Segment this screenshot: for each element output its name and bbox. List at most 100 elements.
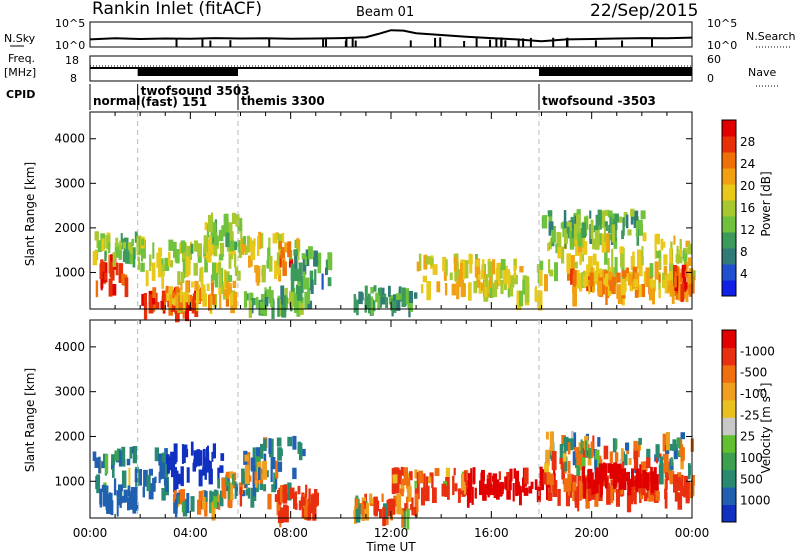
power-cell (370, 287, 375, 294)
velocity-cell (400, 478, 404, 486)
velocity-cell (397, 507, 403, 515)
power-cell (264, 297, 269, 306)
power-cell (237, 240, 241, 253)
power-cell (522, 279, 527, 295)
power-cell (548, 221, 554, 230)
velocity-cell (613, 469, 617, 489)
velocity-cell (623, 477, 625, 490)
velocity-cell (114, 450, 119, 461)
power-cell (294, 249, 297, 270)
velocity-cell (182, 498, 188, 517)
power-cell (200, 266, 204, 286)
velocity-cell (228, 471, 234, 479)
power-cell (228, 275, 233, 282)
power-cell (574, 261, 578, 269)
power-cell (365, 295, 369, 310)
power-cell (271, 300, 275, 319)
velocity-cell (633, 440, 638, 455)
velocity-cell (551, 451, 557, 471)
power-cell (173, 241, 177, 258)
velocity-cell (177, 495, 180, 504)
nsky-label: N.Sky (4, 32, 36, 45)
velocity-cell (585, 444, 590, 458)
power-cell (253, 238, 256, 247)
power-cell (507, 282, 510, 298)
power-cell (685, 261, 689, 270)
velocity-cell (212, 443, 216, 459)
velocity-cell (197, 499, 202, 515)
velocity-cell (568, 438, 574, 451)
velocity-cell (595, 467, 600, 480)
velocity-cell (557, 489, 561, 506)
power-cell (566, 226, 570, 234)
power-cell (663, 254, 668, 265)
power-cell (232, 241, 237, 250)
velocity-cell (580, 439, 583, 455)
power-colorbar-tick-label: 12 (740, 223, 755, 237)
power-cell (481, 268, 484, 280)
power-cell (185, 284, 190, 303)
power-cell (667, 275, 670, 293)
power-cell (380, 287, 385, 295)
velocity-cell (576, 459, 581, 476)
velocity-cell (472, 467, 476, 484)
velocity-cell (396, 473, 401, 485)
power-cell (669, 280, 673, 297)
station-title: Rankin Inlet (fitACF) (92, 0, 262, 19)
power-cell (293, 296, 299, 313)
power-cell (589, 210, 592, 219)
velocity-cell (225, 481, 230, 492)
velocity-cell (126, 458, 131, 466)
power-cell (484, 277, 488, 298)
power-cell (458, 275, 462, 287)
power-cell (161, 271, 165, 289)
velocity-cell (620, 448, 624, 462)
power-cell (125, 252, 130, 264)
power-cell (630, 215, 634, 225)
power-colorbar-segment (722, 232, 736, 249)
power-cell (616, 284, 621, 299)
velocity-cell (274, 475, 278, 490)
power-cell (636, 228, 640, 246)
velocity-ytick-label: 4000 (54, 340, 85, 354)
power-cell (468, 253, 473, 265)
power-cell (191, 298, 195, 314)
power-cell (566, 253, 571, 273)
velocity-cell (544, 463, 550, 475)
velocity-cell (267, 493, 272, 510)
power-colorbar-segment (722, 120, 736, 137)
power-cell (104, 272, 108, 281)
velocity-colorbar-frame (721, 329, 737, 523)
power-cell (640, 284, 646, 297)
power-cell (114, 243, 119, 258)
power-cell (284, 287, 288, 301)
velocity-cell (198, 469, 203, 487)
cpid-mode-label: normal (93, 94, 140, 108)
velocity-cell (461, 473, 466, 491)
velocity-cell (432, 487, 437, 503)
velocity-cell (388, 498, 394, 508)
power-cell (683, 288, 687, 300)
velocity-cell (646, 448, 651, 459)
power-cell (686, 270, 691, 287)
velocity-cell (211, 501, 216, 521)
power-cell (538, 270, 543, 286)
power-cell (598, 233, 603, 246)
power-cell (664, 276, 668, 287)
power-cell (538, 290, 543, 311)
power-cell (94, 231, 99, 241)
velocity-cell (211, 491, 215, 500)
velocity-cell (271, 484, 277, 493)
velocity-cell (493, 481, 499, 498)
velocity-cell (505, 483, 508, 491)
power-cell (172, 291, 175, 299)
time-tick-label: 12:00 (374, 526, 409, 540)
power-cell (542, 215, 548, 229)
velocity-cell (386, 499, 391, 517)
power-cell (283, 295, 287, 312)
velocity-cell (562, 453, 567, 462)
power-cell (621, 267, 625, 288)
velocity-cell (584, 440, 588, 457)
power-cell (606, 285, 611, 297)
